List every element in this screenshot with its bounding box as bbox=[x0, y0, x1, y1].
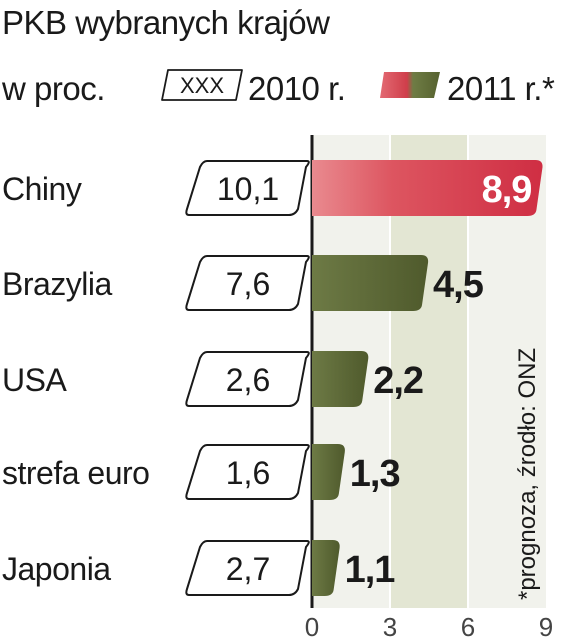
value-2011-label: 1,3 bbox=[350, 453, 400, 495]
legend-2011-swatch bbox=[380, 72, 440, 98]
x-tick-label: 0 bbox=[305, 612, 319, 640]
value-2011-label: 8,9 bbox=[482, 169, 532, 211]
value-2011-label: 2,2 bbox=[373, 360, 423, 402]
legend: XXX 2010 r. 2011 r.* bbox=[161, 69, 555, 107]
value-2010-box bbox=[185, 540, 310, 596]
category-label: strefa euro bbox=[2, 455, 149, 491]
category-label: USA bbox=[2, 362, 67, 398]
values-2010: 10,1 7,6 2,6 1,6 2,7 bbox=[185, 160, 310, 596]
bar-2011 bbox=[312, 160, 543, 216]
category-label: Japonia bbox=[2, 551, 111, 587]
value-2010-label: 2,6 bbox=[226, 362, 270, 398]
legend-2010-sample: XXX bbox=[180, 73, 224, 98]
legend-2011-label: 2011 r.* bbox=[447, 70, 555, 107]
legend-2010-swatch bbox=[161, 69, 243, 101]
value-2010-box bbox=[185, 255, 310, 311]
category-label: Chiny bbox=[2, 171, 82, 207]
value-2010-box bbox=[185, 351, 310, 407]
value-2011-label: 4,5 bbox=[433, 264, 484, 306]
bar-2011 bbox=[312, 444, 345, 500]
chart-title: PKB wybranych krajów bbox=[2, 4, 330, 41]
value-2010-label: 7,6 bbox=[226, 266, 270, 302]
bar-2011 bbox=[312, 255, 429, 311]
value-2011-label: 1,1 bbox=[345, 549, 396, 591]
value-2010-label: 10,1 bbox=[217, 171, 279, 207]
value-2010-box bbox=[185, 444, 310, 500]
x-tick-label: 6 bbox=[461, 612, 475, 640]
legend-2010-label: 2010 r. bbox=[248, 70, 345, 107]
x-tick-label: 3 bbox=[383, 612, 397, 640]
bar-2011 bbox=[312, 540, 340, 596]
unit-label: w proc. bbox=[1, 70, 105, 107]
category-label: Brazylia bbox=[2, 266, 113, 302]
bar-2011 bbox=[312, 351, 369, 407]
value-2010-label: 2,7 bbox=[226, 551, 270, 587]
value-2010-label: 1,6 bbox=[226, 455, 270, 491]
x-tick-label: 9 bbox=[539, 612, 553, 640]
value-2010-box bbox=[185, 160, 310, 216]
x-axis-ticks: 0 3 6 9 bbox=[305, 612, 553, 640]
bars-2011: 8,9 4,5 2,2 1,3 1,1 bbox=[312, 160, 543, 596]
category-labels: Chiny Brazylia USA strefa euro Japonia bbox=[2, 171, 150, 587]
source-note: *prognoza, źrodło: ONZ bbox=[514, 348, 541, 600]
